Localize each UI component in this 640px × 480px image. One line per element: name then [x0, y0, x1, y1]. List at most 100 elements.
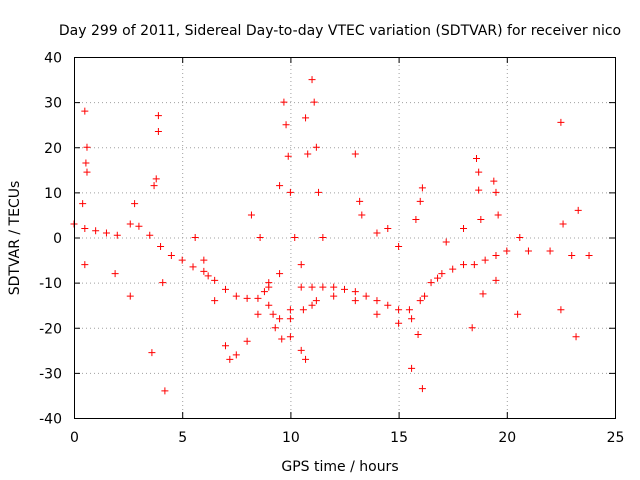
data-point [81, 224, 89, 232]
grid [74, 57, 615, 418]
data-point [434, 274, 442, 282]
x-tick-label: 20 [498, 430, 516, 446]
data-point [408, 364, 416, 372]
data-point [211, 297, 219, 305]
data-point [226, 355, 234, 363]
data-point [302, 114, 310, 122]
data-point [81, 107, 89, 115]
data-point [312, 143, 320, 151]
data-point [82, 159, 90, 167]
data-point [126, 292, 134, 300]
data-point [492, 276, 500, 284]
data-point [211, 276, 219, 284]
data-point [280, 98, 288, 106]
data-point [83, 168, 91, 176]
data-point [254, 310, 262, 318]
data-point [286, 333, 294, 341]
data-point [405, 306, 413, 314]
x-tick-label: 5 [178, 430, 187, 446]
data-point [102, 229, 110, 237]
data-point [232, 292, 240, 300]
data-point [494, 211, 502, 219]
data-point [276, 182, 284, 190]
data-point [470, 261, 478, 269]
x-axis-label: GPS time / hours [281, 459, 398, 475]
data-point [477, 215, 485, 223]
data-point [92, 227, 100, 235]
data-point [572, 333, 580, 341]
data-point [438, 270, 446, 278]
data-point [559, 220, 567, 228]
data-point [113, 231, 121, 239]
data-point [408, 315, 416, 323]
data-point [414, 331, 422, 339]
y-tick-label: 30 [44, 96, 62, 112]
data-point [286, 188, 294, 196]
data-point [395, 319, 403, 327]
data-point [150, 182, 158, 190]
data-point [473, 155, 481, 163]
data-point [154, 127, 162, 135]
data-point [416, 197, 424, 205]
data-point [191, 234, 199, 241]
data-point [568, 252, 576, 260]
data-point [557, 306, 565, 314]
data-point [468, 324, 476, 332]
data-point [200, 256, 208, 264]
data-point [319, 283, 327, 291]
data-point [276, 315, 284, 323]
y-axis-label: SDTVAR / TECUs [7, 181, 23, 296]
data-point [302, 355, 310, 363]
data-point [384, 224, 392, 232]
data-point [297, 261, 305, 269]
data-point [418, 385, 426, 393]
data-point [351, 288, 359, 296]
data-point [308, 76, 316, 84]
data-point [475, 186, 483, 194]
data-point [135, 222, 143, 230]
data-point [310, 98, 318, 106]
data-point [161, 387, 169, 395]
data-point [319, 234, 327, 241]
y-tick-label: 10 [44, 186, 62, 202]
data-point [481, 256, 489, 264]
data-point [341, 285, 348, 293]
data-point [221, 285, 229, 293]
y-tick-label: 0 [53, 231, 62, 247]
data-point [299, 306, 307, 314]
data-point [373, 310, 381, 318]
data-point [585, 252, 593, 260]
data-point [221, 342, 229, 350]
y-tick-label: -40 [39, 412, 62, 428]
data-point [524, 247, 532, 255]
data-point [286, 306, 294, 314]
data-point [265, 279, 273, 287]
data-point [243, 294, 251, 302]
data-point [421, 292, 429, 300]
data-point [200, 267, 208, 275]
data-point [373, 297, 381, 305]
x-tick-label: 25 [607, 430, 625, 446]
y-tick-label: -10 [39, 276, 62, 292]
data-point [146, 231, 154, 239]
y-tick-label: -30 [39, 366, 62, 382]
data-point [358, 211, 366, 219]
data-point [460, 261, 468, 269]
x-tick-label: 15 [390, 430, 408, 446]
data-point [308, 301, 316, 309]
data-point [189, 263, 197, 271]
data-point [546, 247, 554, 255]
data-point [490, 177, 498, 185]
data-point [178, 256, 186, 264]
data-point [111, 270, 119, 278]
data-point [286, 315, 294, 323]
x-tick-labels: 0 5 10 15 20 25 [70, 430, 624, 446]
data-point [247, 211, 255, 219]
x-tick-label: 0 [70, 430, 79, 446]
y-tick-label: 40 [44, 51, 62, 67]
data-point [131, 200, 139, 208]
data-point [81, 261, 89, 269]
data-point [412, 215, 420, 223]
data-point [159, 279, 167, 287]
